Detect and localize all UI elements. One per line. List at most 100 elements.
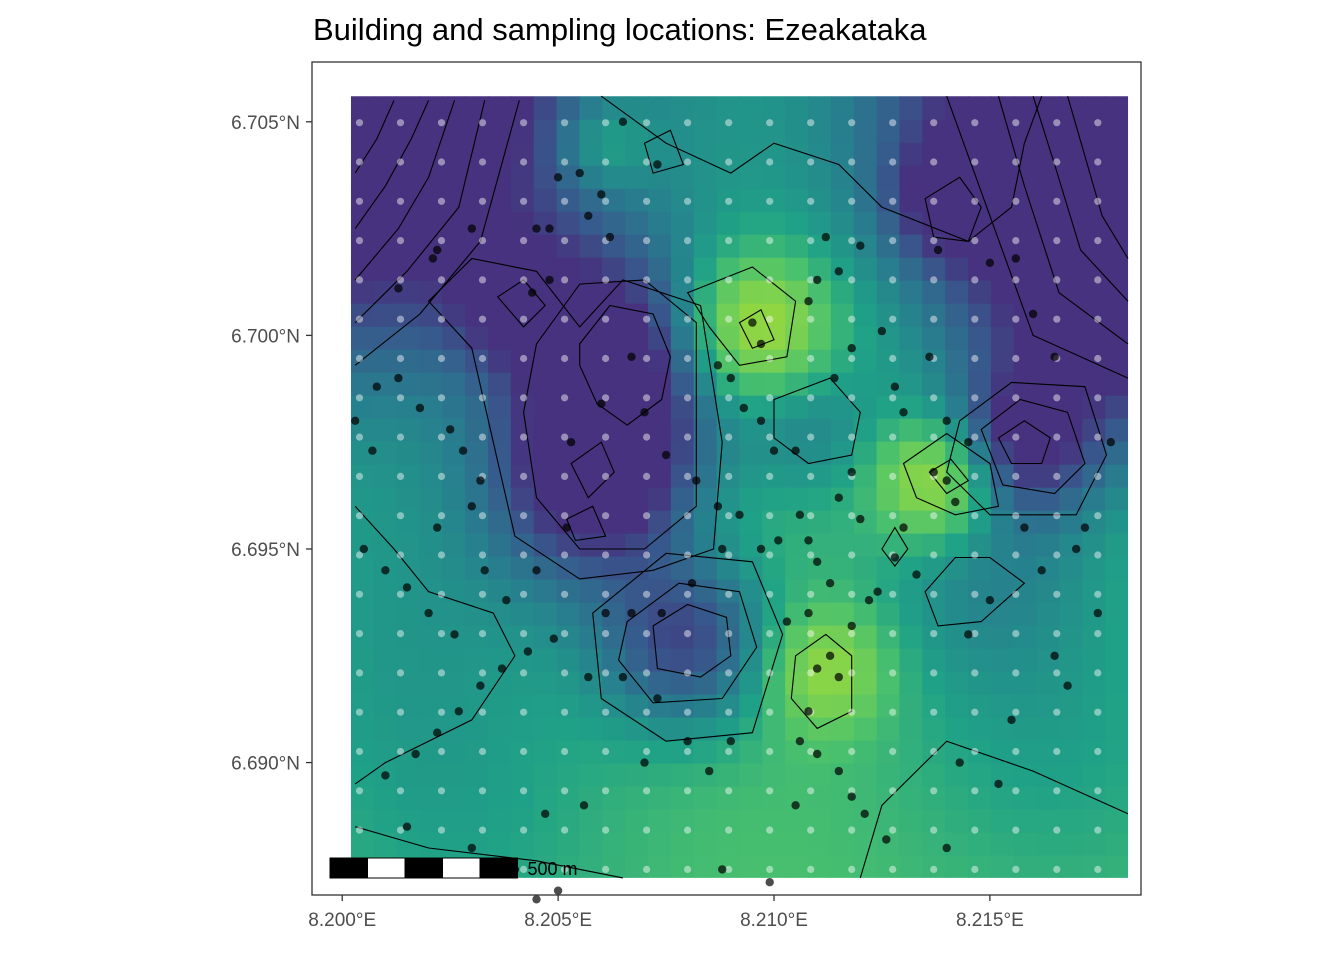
raster-cell [510, 372, 535, 396]
raster-cell [808, 303, 832, 327]
raster-cell [1059, 487, 1083, 511]
sampling-point [561, 747, 569, 756]
raster-cell [465, 280, 489, 304]
building-point [661, 450, 671, 460]
raster-cell [350, 372, 375, 396]
raster-cell [899, 693, 923, 718]
raster-cell [693, 625, 718, 649]
sampling-point [437, 354, 446, 363]
raster-cell [670, 670, 695, 695]
raster-cell [899, 188, 923, 212]
sampling-point [437, 315, 446, 323]
raster-cell [1105, 625, 1129, 649]
raster-cell [1082, 96, 1106, 120]
building-point [782, 617, 792, 626]
sampling-point [437, 826, 446, 834]
raster-cell [968, 762, 992, 787]
sampling-point [684, 630, 692, 638]
raster-cell [808, 670, 832, 695]
raster-cell [1013, 395, 1038, 419]
raster-cell [373, 303, 398, 327]
raster-cell [693, 142, 718, 166]
raster-cell [1082, 556, 1106, 580]
raster-cell [670, 762, 695, 787]
building-point [705, 766, 714, 776]
raster-cell [442, 487, 466, 511]
raster-cell [876, 257, 901, 281]
raster-cell [350, 785, 375, 810]
raster-cell [465, 441, 489, 465]
raster-cell [853, 670, 878, 695]
raster-cell [899, 211, 923, 235]
raster-cell [419, 395, 443, 419]
sampling-point [684, 590, 692, 598]
raster-cell [830, 280, 855, 304]
sampling-point [971, 237, 979, 245]
contour-line [523, 279, 697, 550]
raster-cell [853, 556, 878, 580]
raster-cell [510, 602, 535, 626]
raster-cell [556, 625, 581, 649]
building-point [795, 737, 805, 746]
raster-cell [442, 188, 466, 212]
raster-cell [716, 487, 741, 511]
raster-cell [808, 533, 832, 557]
raster-cell [419, 349, 443, 373]
raster-cell [899, 625, 923, 649]
raster-cell [350, 326, 375, 350]
raster-cell [1036, 211, 1061, 235]
building-point [1028, 309, 1038, 319]
raster-cell [533, 188, 558, 212]
sampling-point [766, 237, 774, 245]
raster-cell [830, 119, 855, 143]
building-point [825, 651, 835, 660]
raster-cell [396, 487, 421, 511]
raster-cell [808, 165, 832, 189]
raster-cell [762, 349, 786, 373]
raster-cell [373, 96, 398, 120]
raster-cell [419, 625, 443, 649]
raster-cell [602, 785, 626, 810]
sampling-point [725, 276, 733, 284]
sampling-point [520, 865, 528, 874]
sampling-point [602, 669, 610, 677]
sampling-point [848, 158, 856, 166]
sampling-point [684, 315, 692, 323]
sampling-point [971, 197, 979, 205]
sampling-point [848, 787, 856, 795]
sampling-point [807, 747, 815, 756]
raster-cell [808, 257, 832, 281]
sampling-point [1012, 787, 1020, 795]
building-point [553, 173, 563, 182]
y-tick-label: 6.705°N [231, 113, 300, 134]
raster-cell [899, 739, 923, 764]
raster-cell [739, 165, 763, 189]
sampling-point [643, 394, 651, 402]
raster-cell [853, 441, 878, 465]
sampling-point [478, 590, 487, 598]
raster-cell [373, 670, 398, 695]
building-point [899, 408, 908, 417]
raster-cell [990, 303, 1015, 327]
raster-cell [968, 602, 992, 626]
raster-cell [396, 831, 421, 856]
building-point [532, 566, 541, 575]
raster-cell [990, 510, 1015, 534]
raster-cell [625, 96, 649, 120]
building-point [834, 766, 843, 776]
building-point [791, 801, 800, 810]
raster-cell [1013, 579, 1038, 603]
sampling-point [766, 590, 774, 598]
raster-cell [648, 96, 672, 120]
building-point [394, 284, 403, 293]
raster-cell [968, 96, 992, 120]
raster-cell [465, 326, 489, 350]
sampling-point [971, 551, 979, 559]
raster-cell [625, 418, 649, 442]
raster-cell [419, 326, 443, 350]
raster-cell [533, 625, 558, 649]
sampling-point [1012, 551, 1020, 559]
sampling-point [561, 630, 569, 638]
raster-cell [625, 280, 649, 304]
raster-cell [1036, 303, 1061, 327]
